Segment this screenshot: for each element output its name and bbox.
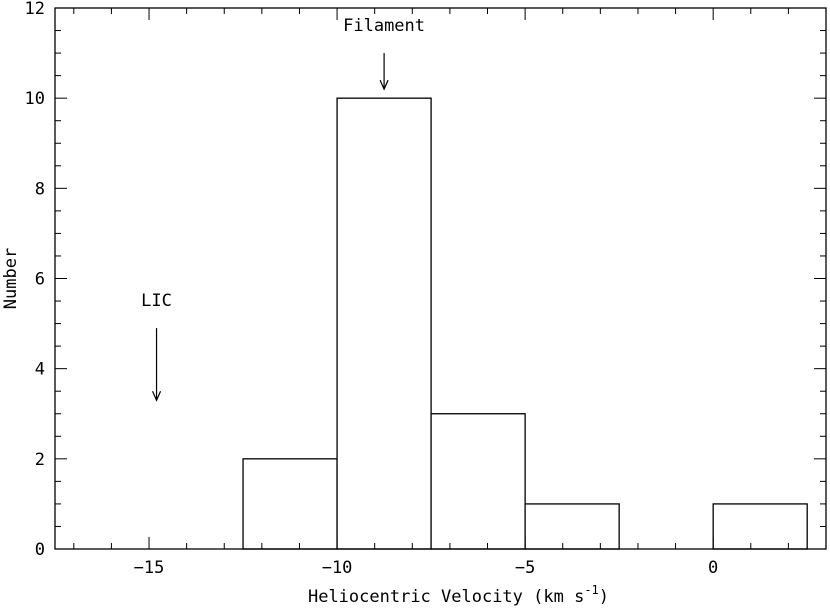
annotation-label: LIC: [141, 291, 172, 311]
y-tick-label: 6: [35, 270, 45, 290]
y-axis-label: Number: [1, 248, 21, 309]
histogram-bar-2: [336, 97, 432, 550]
y-tick-label: 12: [25, 0, 45, 19]
y-tick-label: 2: [35, 450, 45, 470]
x-tick-label: −15: [134, 558, 165, 578]
x-tick-label: 0: [708, 558, 718, 578]
histogram-bar-1: [242, 458, 338, 550]
ticks-group: [55, 7, 827, 550]
x-tick-label: −10: [322, 558, 353, 578]
y-tick-label: 8: [35, 179, 45, 199]
y-tick-label: 10: [25, 89, 45, 109]
x-axis-label-main: Heliocentric Velocity (km s: [308, 587, 584, 607]
plot-frame: [54, 7, 827, 550]
annotation-label: Filament: [343, 16, 425, 36]
arrowhead-icon: [379, 79, 389, 91]
x-axis-label: Heliocentric Velocity (km s-1): [308, 583, 609, 607]
y-tick-label: 4: [35, 360, 45, 380]
x-axis-label-close: ): [599, 587, 609, 607]
x-axis-label-exponent: -1: [584, 583, 598, 597]
arrowhead-icon: [151, 390, 162, 402]
annotations-group: Filament LIC: [141, 16, 425, 402]
bars-group: [242, 97, 808, 550]
x-tick-label: −5: [515, 558, 535, 578]
y-tick-label: 0: [35, 540, 45, 560]
histogram-bar-4: [524, 503, 620, 550]
histogram-bar-3: [430, 413, 526, 550]
tick-labels-group: −15 −10 −5 0 0 2 4 6 8 10 12: [25, 0, 719, 578]
histogram-bar-5: [712, 503, 808, 550]
